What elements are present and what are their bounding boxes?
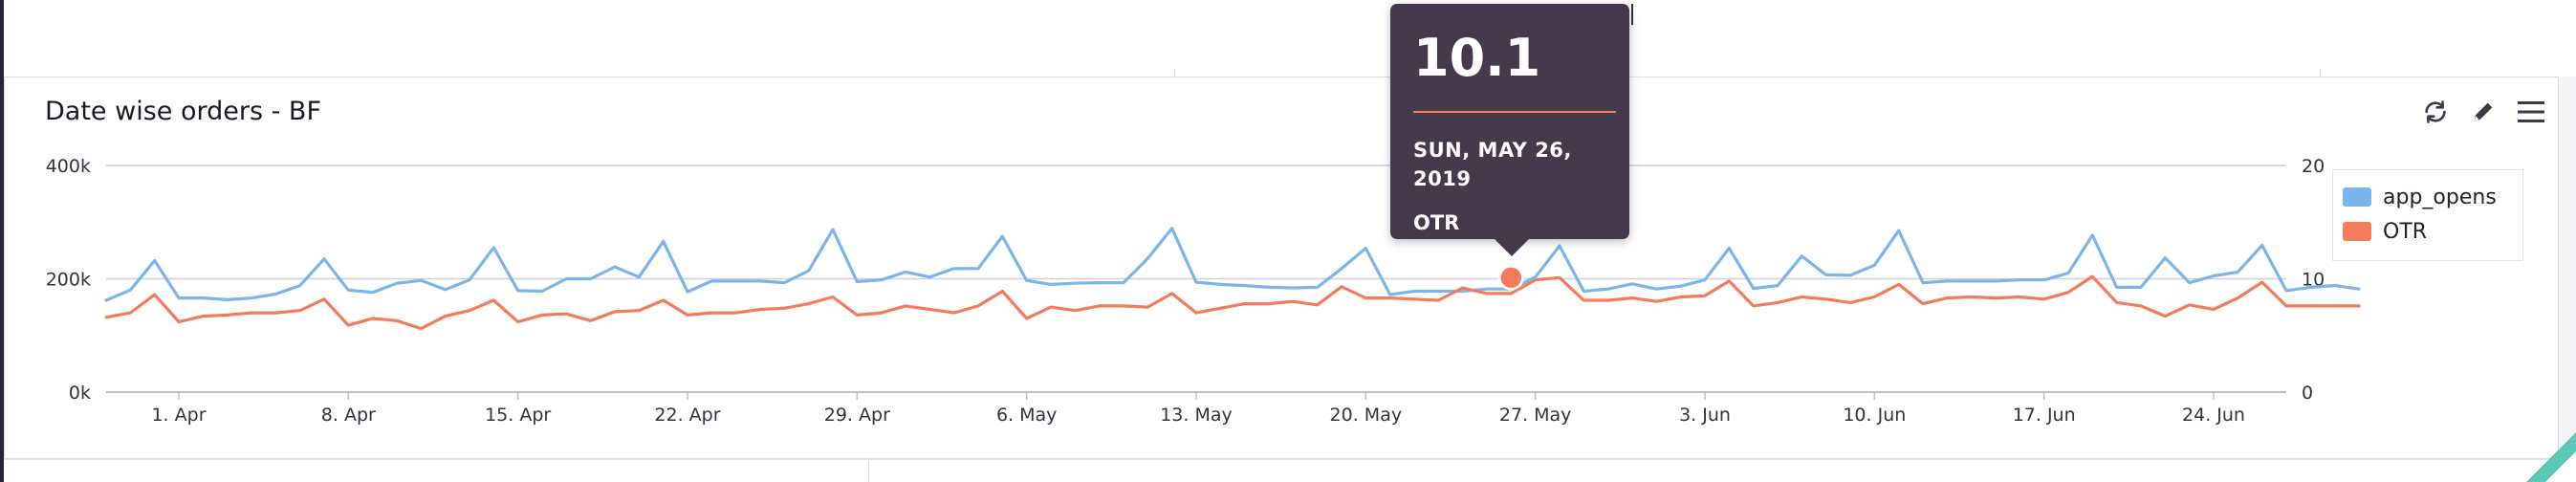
tooltip-series: OTR — [1413, 211, 1460, 234]
divider — [1174, 69, 1175, 77]
y-left-tick-label: 400k — [46, 156, 91, 177]
x-tick-label: 29. Apr — [824, 405, 890, 426]
chart-title: Date wise orders - BF — [45, 97, 321, 126]
x-tick-label: 27. May — [1499, 405, 1572, 426]
x-tick-label: 15. Apr — [485, 405, 551, 426]
tooltip-date: SUN, MAY 26, 2019 — [1413, 139, 1572, 190]
x-tick-label: 6. May — [996, 405, 1057, 426]
window-edge — [0, 0, 4, 482]
line-chart: 0k 0 200k 10 400k 20 1. Apr 8. Apr 15. Apr 22. Ap… — [46, 156, 2361, 426]
y-left-tick-label: 0k — [69, 383, 91, 404]
series-line-otr — [104, 274, 2361, 331]
x-tick-label: 8. Apr — [321, 405, 376, 426]
chart-tooltip: 10.1 SUN, MAY 26, 2019 OTR — [1390, 4, 1629, 256]
legend-item-otr[interactable]: OTR — [2343, 214, 2513, 249]
x-tick-label: 10. Jun — [1843, 405, 1906, 426]
tooltip-divider — [1413, 111, 1616, 113]
legend-swatch — [2343, 187, 2371, 207]
chart-toolbar — [2414, 91, 2558, 133]
hamburger-menu-icon[interactable] — [2510, 91, 2552, 133]
chart-panel: Date wise orders - BF 0k 0 200k 10 400k 20 — [4, 77, 2559, 459]
legend: app_opens OTR — [2332, 169, 2523, 261]
x-tick-label: 13. May — [1160, 405, 1233, 426]
cursor-mark — [1631, 4, 1633, 25]
highlighted-point — [1498, 265, 1524, 291]
divider — [868, 460, 869, 482]
legend-label: app_opens — [2383, 185, 2497, 209]
x-tick-label: 3. Jun — [1679, 405, 1731, 426]
header-region — [4, 0, 2576, 77]
y-right-tick-label: 10 — [2302, 270, 2325, 291]
legend-swatch — [2343, 222, 2371, 241]
refresh-icon[interactable] — [2414, 91, 2456, 133]
pencil-icon[interactable] — [2462, 91, 2504, 133]
legend-item-app-opens[interactable]: app_opens — [2343, 180, 2513, 214]
x-tick-label: 1. Apr — [151, 405, 206, 426]
x-tick-label: 24. Jun — [2182, 405, 2245, 426]
x-tick-label: 17. Jun — [2013, 405, 2076, 426]
series-line-app_opens — [104, 227, 2361, 302]
y-right-tick-label: 0 — [2302, 383, 2313, 404]
legend-label: OTR — [2383, 219, 2428, 244]
corner-accent — [2526, 432, 2576, 482]
y-right-tick-label: 20 — [2302, 156, 2325, 177]
x-tick-label: 20. May — [1330, 405, 1403, 426]
y-left-tick-label: 200k — [46, 270, 91, 291]
x-tick-label: 22. Apr — [654, 405, 720, 426]
footer-region — [4, 459, 2576, 482]
divider — [2320, 69, 2321, 77]
tooltip-value: 10.1 — [1413, 28, 1541, 88]
